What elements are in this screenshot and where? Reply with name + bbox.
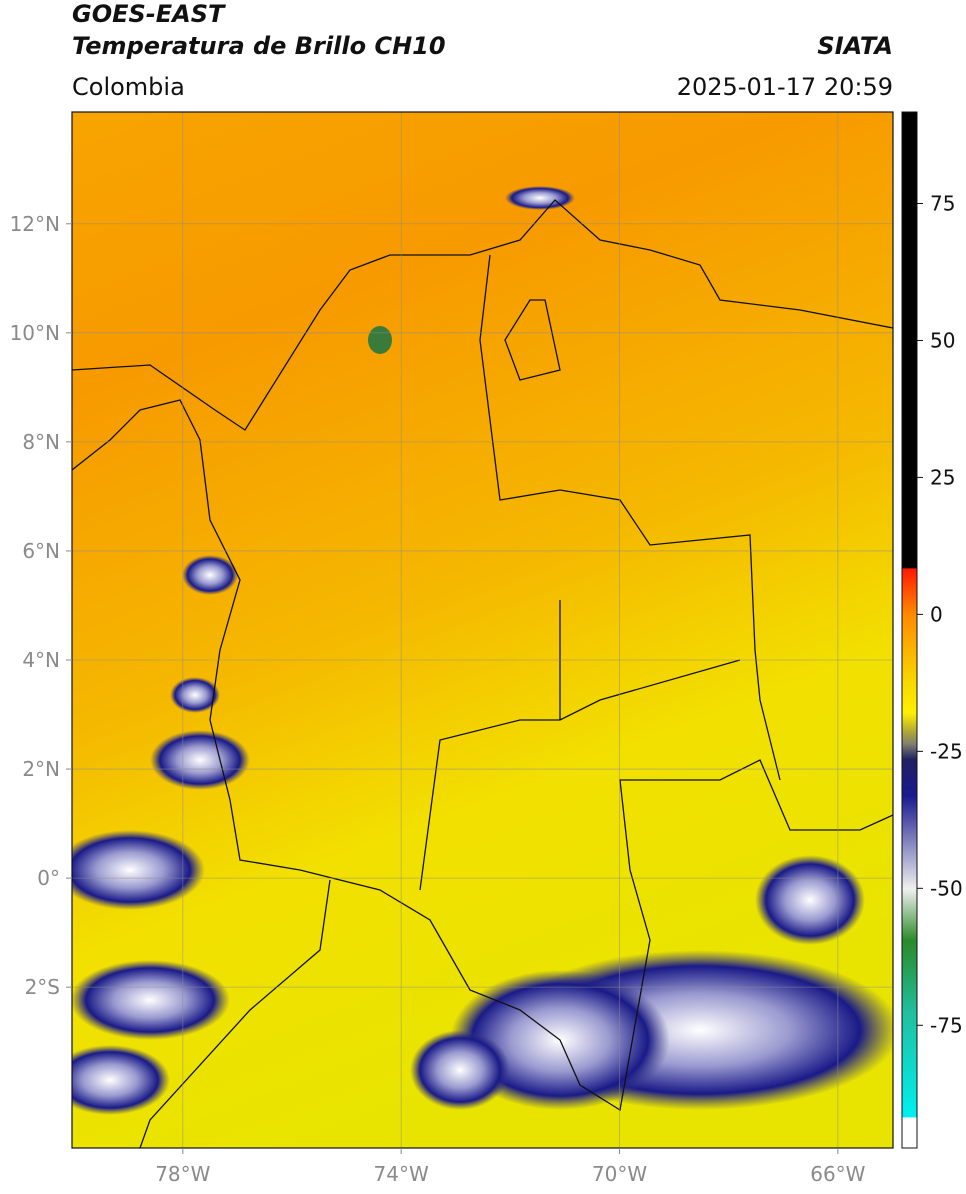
map-image xyxy=(72,112,893,1148)
title: GOES-EAST xyxy=(72,0,226,28)
source: SIATA xyxy=(817,32,893,60)
map-frame xyxy=(71,111,894,1149)
lat-tick-label: 8°N xyxy=(22,430,60,454)
colorbar-tick-label: 0 xyxy=(930,602,943,626)
lat-tick-label: 0° xyxy=(37,866,60,890)
colorbar xyxy=(901,111,918,1149)
colorbar-tick-label: -75 xyxy=(930,1013,963,1037)
colorbar-tick-label: 50 xyxy=(930,328,955,352)
colorbar-tick-label: -50 xyxy=(930,876,963,900)
lat-tick-label: 12°N xyxy=(10,212,60,236)
product: Temperatura de Brillo CH10 xyxy=(72,32,446,60)
datetime: 2025-01-17 20:59 xyxy=(677,73,893,101)
lat-tick-label: 2°S xyxy=(25,975,60,999)
lon-tick-label: 74°W xyxy=(374,1162,429,1186)
colorbar-tick-label: -25 xyxy=(930,739,963,763)
lon-tick-label: 78°W xyxy=(155,1162,210,1186)
region: Colombia xyxy=(72,73,185,101)
lat-tick-label: 10°N xyxy=(10,321,60,345)
lat-tick-label: 2°N xyxy=(22,757,60,781)
graticule xyxy=(72,112,893,1148)
lat-tick-label: 4°N xyxy=(22,648,60,672)
colorbar-tick-label: 25 xyxy=(930,465,955,489)
lon-tick-label: 70°W xyxy=(592,1162,647,1186)
lat-tick-label: 6°N xyxy=(22,539,60,563)
lon-tick-label: 66°W xyxy=(810,1162,865,1186)
colorbar-tick-label: 75 xyxy=(930,191,955,215)
